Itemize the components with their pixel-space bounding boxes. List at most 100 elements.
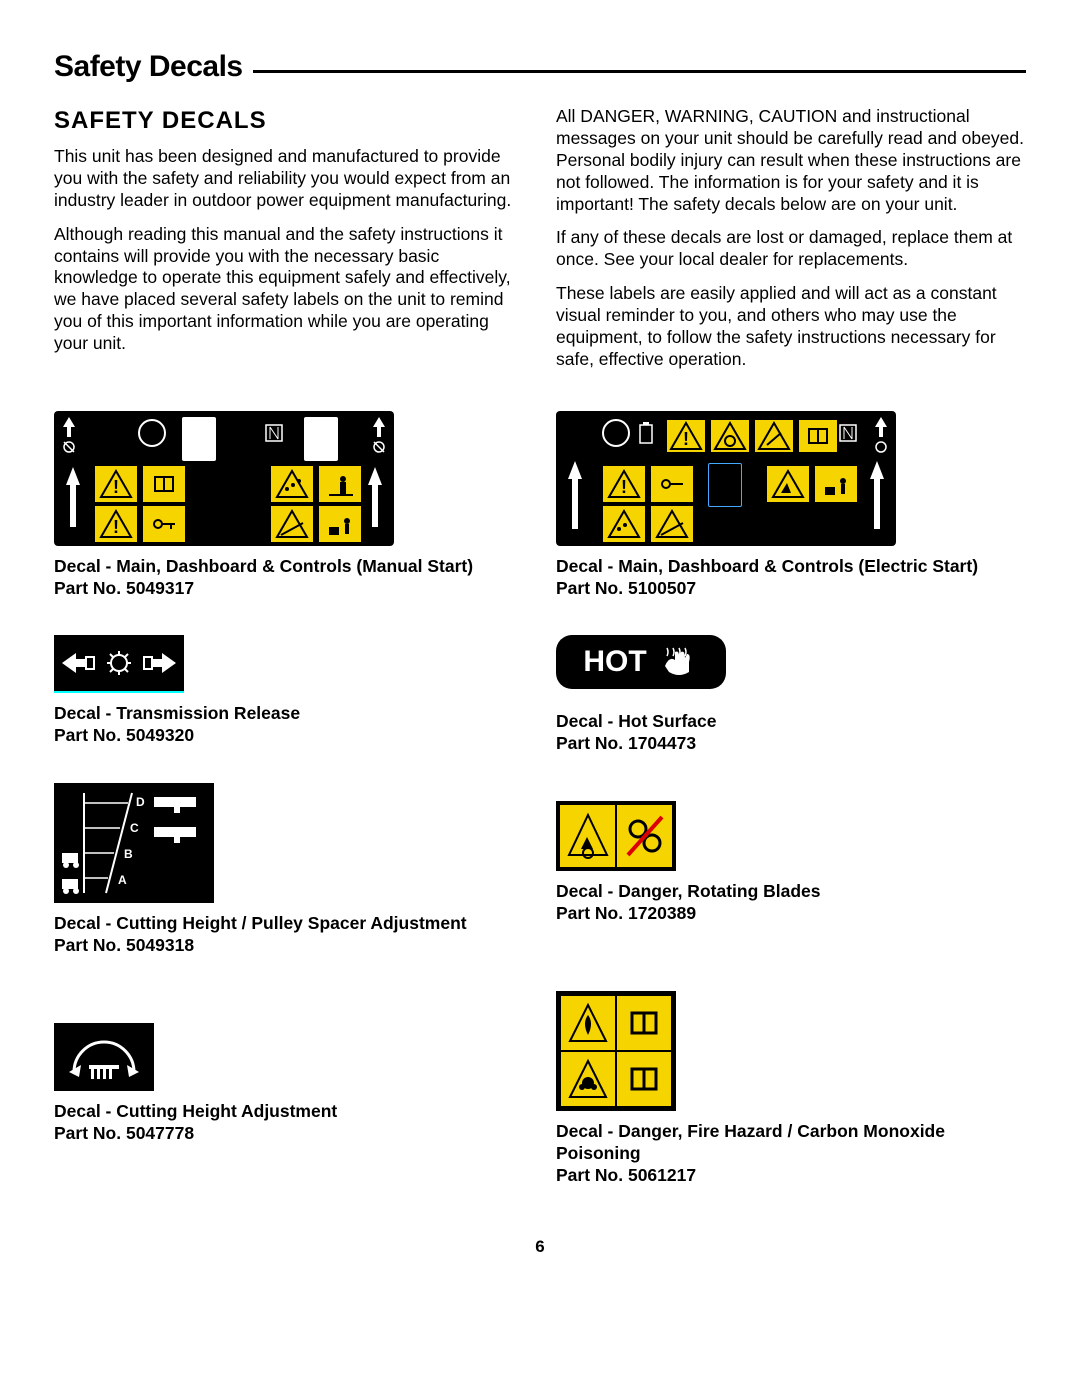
section-header: Safety Decals [54, 50, 1026, 84]
intro-left: SAFETY DECALS This unit has been designe… [54, 106, 524, 383]
header-rule [253, 70, 1026, 73]
letter-a: A [118, 873, 127, 887]
warning-triangle-icon: ! [666, 419, 706, 453]
arrow-left-icon [62, 651, 96, 675]
warning-manual-icon [616, 1051, 672, 1107]
intro-right-p2: If any of these decals are lost or damag… [556, 227, 1026, 271]
arrow-up-icon [872, 417, 890, 460]
warning-row: ! [94, 505, 186, 543]
arrow-up-icon [370, 417, 388, 460]
warning-triangle-icon: ! [94, 505, 138, 543]
decal-caption: Decal - Cutting Height / Pulley Spacer A… [54, 913, 524, 957]
cutting-height-spacer-icon: D C B A [54, 783, 214, 903]
warning-fire-icon [560, 995, 616, 1051]
lever-icon [562, 461, 588, 539]
warning-manual-icon [142, 465, 186, 503]
warning-slope-icon [270, 505, 314, 543]
warning-row [602, 505, 694, 543]
arrow-right-icon [142, 651, 176, 675]
warning-distance-icon [318, 505, 362, 543]
decal-dash-manual: ! ! [54, 411, 524, 600]
decal-title: Decal - Cutting Height Adjustment [54, 1101, 524, 1123]
warning-distance-icon [814, 465, 858, 503]
warning-co-icon [560, 1051, 616, 1107]
intro-columns: SAFETY DECALS This unit has been designe… [54, 106, 1026, 383]
arc-arrow-icon [59, 1027, 149, 1087]
page-number: 6 [54, 1237, 1026, 1257]
decal-part: Part No. 5100507 [556, 578, 1026, 600]
lever-icon [60, 467, 86, 537]
neutral-icon [262, 421, 286, 445]
warning-manual-icon [616, 995, 672, 1051]
letter-d: D [136, 795, 145, 809]
svg-text:!: ! [683, 429, 689, 449]
knob-icon [602, 419, 630, 447]
warning-row [766, 465, 858, 503]
gear-icon [106, 650, 132, 676]
warning-key-icon [142, 505, 186, 543]
subheading: SAFETY DECALS [54, 106, 524, 136]
decal-caption: Decal - Hot Surface Part No. 1704473 [556, 711, 1026, 755]
warning-bystander-icon [318, 465, 362, 503]
cutting-height-adjust-icon [54, 1023, 154, 1091]
hot-surface-icon: HOT [556, 635, 726, 689]
warning-row: ! [666, 419, 838, 453]
warning-triangle-icon: ! [94, 465, 138, 503]
warning-slope-icon [650, 505, 694, 543]
arrow-up-icon [60, 417, 78, 460]
battery-icon [636, 421, 656, 447]
letter-c: C [130, 821, 139, 835]
svg-text:!: ! [113, 517, 119, 537]
warning-thrown-icon [270, 465, 314, 503]
neutral-icon [836, 421, 860, 445]
decal-hot: HOT Decal - Hot Surface Part No. 1704473 [556, 635, 1026, 755]
white-slot-icon [304, 417, 338, 461]
svg-text:!: ! [113, 477, 119, 497]
hand-heat-icon [659, 646, 699, 678]
decal-part: Part No. 1704473 [556, 733, 1026, 755]
letter-b: B [124, 847, 133, 861]
decal-caption: Decal - Transmission Release Part No. 50… [54, 703, 524, 747]
decal-title: Decal - Hot Surface [556, 711, 1026, 733]
warning-foot-icon [766, 465, 810, 503]
warning-triangle-icon [754, 419, 794, 453]
intro-right-p3: These labels are easily applied and will… [556, 283, 1026, 371]
warning-thrown-icon [602, 505, 646, 543]
dashboard-manual-icon: ! ! [54, 411, 394, 546]
decal-title: Decal - Transmission Release [54, 703, 524, 725]
hot-label: HOT [583, 645, 646, 679]
decal-caption: Decal - Main, Dashboard & Controls (Manu… [54, 556, 524, 600]
warning-foot-blade-icon [560, 805, 617, 867]
fire-co-icon [556, 991, 676, 1111]
warning-row [270, 505, 362, 543]
decal-part: Part No. 5049320 [54, 725, 524, 747]
decal-title: Decal - Main, Dashboard & Controls (Elec… [556, 556, 1026, 578]
decal-cut-adjust: Decal - Cutting Height Adjustment Part N… [54, 1023, 524, 1145]
intro-right-p1: All DANGER, WARNING, CAUTION and instruc… [556, 106, 1026, 215]
decal-col-left: ! ! [54, 411, 524, 1223]
decal-cut-spacer: D C B A Decal - Cutting Height / Pulley … [54, 783, 524, 957]
decal-title: Decal - Main, Dashboard & Controls (Manu… [54, 556, 524, 578]
decal-caption: Decal - Cutting Height Adjustment Part N… [54, 1101, 524, 1145]
warning-triangle-icon [710, 419, 750, 453]
section-title: Safety Decals [54, 50, 243, 84]
lever-icon [362, 467, 388, 537]
transmission-release-icon [54, 635, 184, 693]
decal-fire: Decal - Danger, Fire Hazard / Carbon Mon… [556, 991, 1026, 1187]
decal-part: Part No. 5047778 [54, 1123, 524, 1145]
decal-dash-electric: ! ! [556, 411, 1026, 600]
decal-trans: Decal - Transmission Release Part No. 50… [54, 635, 524, 747]
white-slot-icon [182, 417, 216, 461]
decal-part: Part No. 5049318 [54, 935, 524, 957]
decal-title: Decal - Cutting Height / Pulley Spacer A… [54, 913, 524, 935]
warning-row: ! [602, 465, 694, 503]
decal-part: Part No. 5049317 [54, 578, 524, 600]
knob-icon [138, 419, 166, 447]
warning-manual-icon [798, 419, 838, 453]
warning-no-blades-icon [617, 805, 672, 867]
warning-key-icon [650, 465, 694, 503]
cut-height-diagram [54, 783, 214, 903]
rotating-blades-icon [556, 801, 676, 871]
svg-text:!: ! [621, 477, 627, 497]
decal-part: Part No. 1720389 [556, 903, 1026, 925]
